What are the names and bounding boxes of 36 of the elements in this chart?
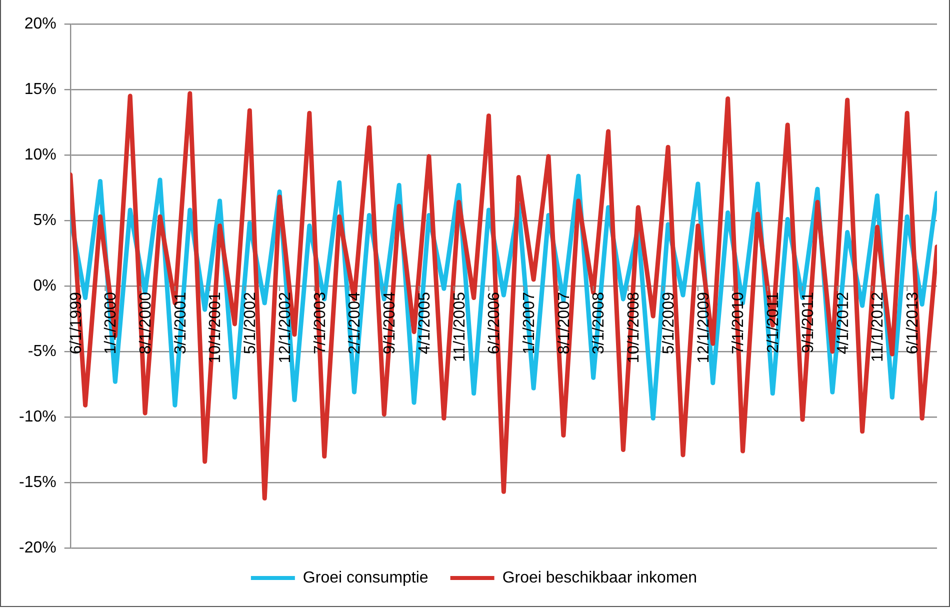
x-tick-label: 10/1/2001 xyxy=(207,292,224,364)
y-tick-label: 20% xyxy=(24,15,56,32)
x-tick-label: 3/1/2008 xyxy=(590,292,608,354)
x-tick-label: 12/1/2009 xyxy=(695,292,712,364)
y-tick-label: 0% xyxy=(33,277,56,294)
legend-label: Groei consumptie xyxy=(302,569,428,586)
legend-label: Groei beschikbaar inkomen xyxy=(502,569,698,586)
y-tick-label: 5% xyxy=(33,212,56,229)
y-tick-label: -15% xyxy=(18,474,56,491)
y-tick-label: -5% xyxy=(28,342,56,360)
x-tick-label: 9/1/2011 xyxy=(800,292,817,354)
x-tick-label: 2/1/2004 xyxy=(346,292,364,354)
x-tick-label: 12/1/2002 xyxy=(276,292,294,364)
x-tick-label: 6/1/1999 xyxy=(68,292,85,354)
x-tick-label: 1/1/2000 xyxy=(102,292,120,354)
x-tick-label: 11/1/2005 xyxy=(451,292,468,362)
x-tick-label: 4/1/2005 xyxy=(416,292,434,354)
x-tick-label: 8/1/2007 xyxy=(556,292,573,354)
x-tick-label: 2/1/2011 xyxy=(765,292,782,354)
x-tick-label: 7/1/2003 xyxy=(312,292,329,354)
y-tick-label: 15% xyxy=(24,80,56,98)
x-tick-label: 8/1/2000 xyxy=(137,292,154,354)
x-tick-label: 6/1/2006 xyxy=(486,292,504,354)
x-tick-label: 7/1/2010 xyxy=(730,292,748,354)
y-tick-label: -20% xyxy=(18,539,56,556)
y-tick-label: 10% xyxy=(24,146,56,164)
x-tick-label: 6/1/2013 xyxy=(904,292,922,354)
x-tick-label: 5/1/2009 xyxy=(660,292,678,354)
x-tick-label: 5/1/2002 xyxy=(242,292,260,354)
x-tick-label: 4/1/2012 xyxy=(834,292,852,354)
y-tick-label: -10% xyxy=(18,408,56,426)
x-tick-label: 3/1/2001 xyxy=(172,292,190,354)
x-tick-label: 10/1/2008 xyxy=(626,292,643,364)
x-tick-label: 11/1/2012 xyxy=(870,292,887,362)
x-tick-label: 9/1/2004 xyxy=(382,292,399,354)
x-tick-label: 1/1/2007 xyxy=(521,292,538,354)
